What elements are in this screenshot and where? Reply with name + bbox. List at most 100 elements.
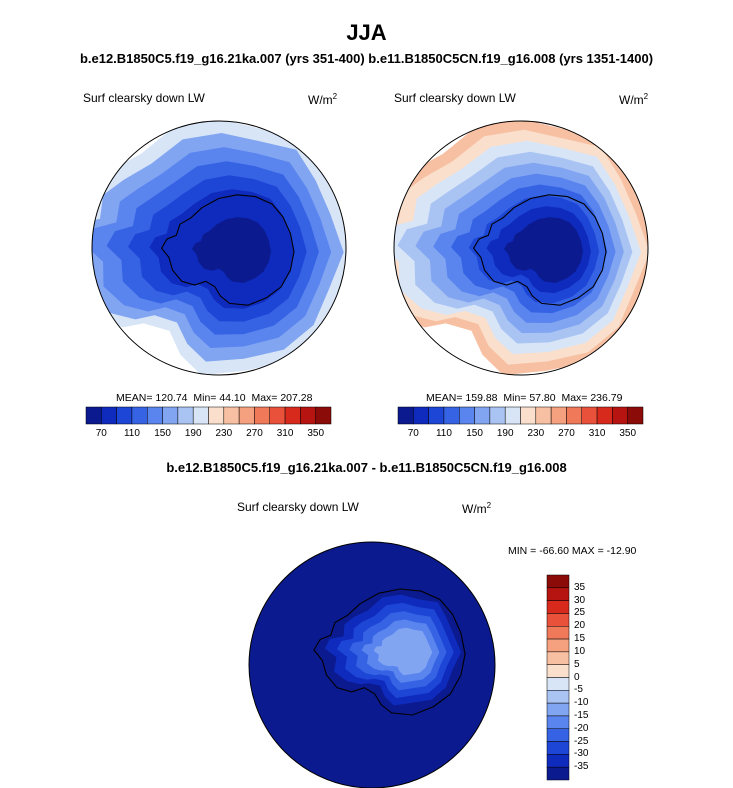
map1-contour-50-70 <box>192 217 271 283</box>
map2-contour-<70 <box>504 217 583 283</box>
colorbar3-tick-label: 25 <box>574 607 586 619</box>
page-title: JJA <box>346 20 387 45</box>
colorbar1-cell-5 <box>162 406 179 425</box>
colorbar3-tick-label: -30 <box>574 748 589 760</box>
colorbar2-cell-8 <box>520 406 537 425</box>
colorbar3-cell-4 <box>546 626 570 640</box>
colorbar2-cell-4 <box>459 406 475 425</box>
colorbar2-tick-label: 150 <box>466 428 483 439</box>
colorbar2-cell-3 <box>443 406 460 425</box>
panel2-units: W/m2 <box>619 92 649 107</box>
colorbar1-cell-6 <box>177 406 194 425</box>
colorbar1-tick-label: 270 <box>246 428 263 439</box>
map-panel-1 <box>92 121 346 375</box>
colorbar2-cell-15 <box>627 406 644 425</box>
colorbar3-tick-label: -35 <box>574 761 589 773</box>
colorbar3-cell-9 <box>546 690 570 704</box>
colorbar3-cell-15 <box>546 766 570 781</box>
colorbar2-cell-2 <box>428 406 445 425</box>
colorbar1-tick-label: 350 <box>307 428 325 439</box>
colorbar1-cell-12 <box>269 406 286 425</box>
colorbar3-cell-3 <box>546 613 570 627</box>
colorbar3-tick-label: 10 <box>574 645 586 657</box>
map2-coastline <box>472 194 607 306</box>
colorbar3-tick-label: -15 <box>574 709 589 721</box>
colorbar2-cell-14 <box>612 406 628 425</box>
colorbar1-cell-2 <box>116 406 133 425</box>
panel3-title: Surf clearsky down LW <box>237 500 359 514</box>
colorbar3-tick-label: 35 <box>574 581 586 593</box>
map1-island-0 <box>97 168 100 171</box>
colorbar3-cell-6 <box>546 651 570 665</box>
colorbar1-cell-4 <box>147 406 163 425</box>
colorbar1-tick-label: 230 <box>215 428 233 439</box>
colorbar2-tick-label: 190 <box>496 428 514 439</box>
map1-island-2 <box>103 307 106 311</box>
colorbar3-tick-label: -5 <box>574 684 583 696</box>
colorbar2-cell-0 <box>397 406 414 425</box>
map2-border <box>393 120 649 376</box>
colorbar2-cell-10 <box>550 406 567 425</box>
colorbar1-tick-label: 310 <box>276 428 294 439</box>
colorbar1-cell-7 <box>192 406 209 425</box>
subtitle-top: b.e12.B1850C5.f19_g16.21ka.007 (yrs 351-… <box>79 51 654 66</box>
colorbar3-tick-label: 5 <box>574 658 580 670</box>
panel1-units: W/m2 <box>308 92 338 107</box>
map1-island-1 <box>93 198 96 201</box>
colorbar1-cell-3 <box>131 406 148 425</box>
colorbar1-cell-0 <box>85 406 102 425</box>
colorbar2-cell-9 <box>535 406 552 425</box>
colorbar3-cell-5 <box>546 638 570 653</box>
colorbar2-tick-label: 310 <box>588 428 606 439</box>
panel2-title: Surf clearsky down LW <box>394 91 516 105</box>
colorbar3-cell-2 <box>546 600 570 614</box>
colorbar3-tick-label: 20 <box>574 620 586 632</box>
colorbar1-cell-13 <box>284 406 301 425</box>
colorbar3-cell-12 <box>546 728 570 742</box>
panel3-units: W/m2 <box>462 501 492 516</box>
map3-border <box>248 541 496 788</box>
map1-coastline <box>160 194 295 306</box>
map2-island-2 <box>405 307 408 311</box>
map-panel-2 <box>394 121 648 375</box>
colorbar2-tick-label: 110 <box>435 428 452 439</box>
colorbar-2 <box>397 406 644 425</box>
colorbar2-tick-label: 230 <box>527 428 545 439</box>
colorbar2-cell-13 <box>596 406 613 425</box>
colorbar1-cell-15 <box>315 406 332 425</box>
panel1-title: Surf clearsky down LW <box>83 91 205 105</box>
colorbar2-cell-1 <box>413 406 429 425</box>
colorbar2-tick-label: 350 <box>619 428 637 439</box>
colorbar2-cell-6 <box>489 406 506 425</box>
subtitle-bottom: b.e12.B1850C5.f19_g16.21ka.007 - b.e11.B… <box>166 460 567 475</box>
colorbar2-cell-12 <box>581 406 598 425</box>
colorbar3-tick-label: -10 <box>574 697 589 709</box>
colorbar3-cell-10 <box>546 702 570 717</box>
colorbar2-cell-7 <box>504 406 521 425</box>
colorbar3-tick-label: -20 <box>574 722 589 734</box>
map2-island-0 <box>399 168 402 171</box>
colorbar1-tick-label: 110 <box>123 428 140 439</box>
map2-island-1 <box>395 198 398 201</box>
colorbar1-tick-label: 150 <box>154 428 171 439</box>
colorbar3-cell-13 <box>546 741 570 755</box>
colorbar2-tick-label: 70 <box>407 428 419 439</box>
colorbar3-tick-label: 0 <box>574 671 580 683</box>
colorbar1-tick-label: 190 <box>184 428 202 439</box>
colorbar1-cell-14 <box>300 406 316 425</box>
colorbar2-cell-5 <box>474 406 491 425</box>
panel2-stats: MEAN= 159.88 Min= 57.80 Max= 236.79 <box>426 392 623 404</box>
map3-coastline <box>313 588 466 716</box>
colorbar2-cell-11 <box>566 406 582 425</box>
map-panel-3 <box>249 542 495 788</box>
colorbar3-tick-label: 30 <box>574 594 586 606</box>
colorbar3-cell-11 <box>546 715 570 729</box>
colorbar3-tick-label: 15 <box>574 633 586 645</box>
colorbar2-tick-label: 270 <box>558 428 575 439</box>
panel3-stats: MIN = -66.60 MAX = -12.90 <box>508 545 637 557</box>
colorbar3-cell-8 <box>546 677 570 691</box>
colorbar3-cell-7 <box>546 664 570 678</box>
map1-border <box>91 120 347 376</box>
colorbar1-cell-1 <box>101 406 117 425</box>
